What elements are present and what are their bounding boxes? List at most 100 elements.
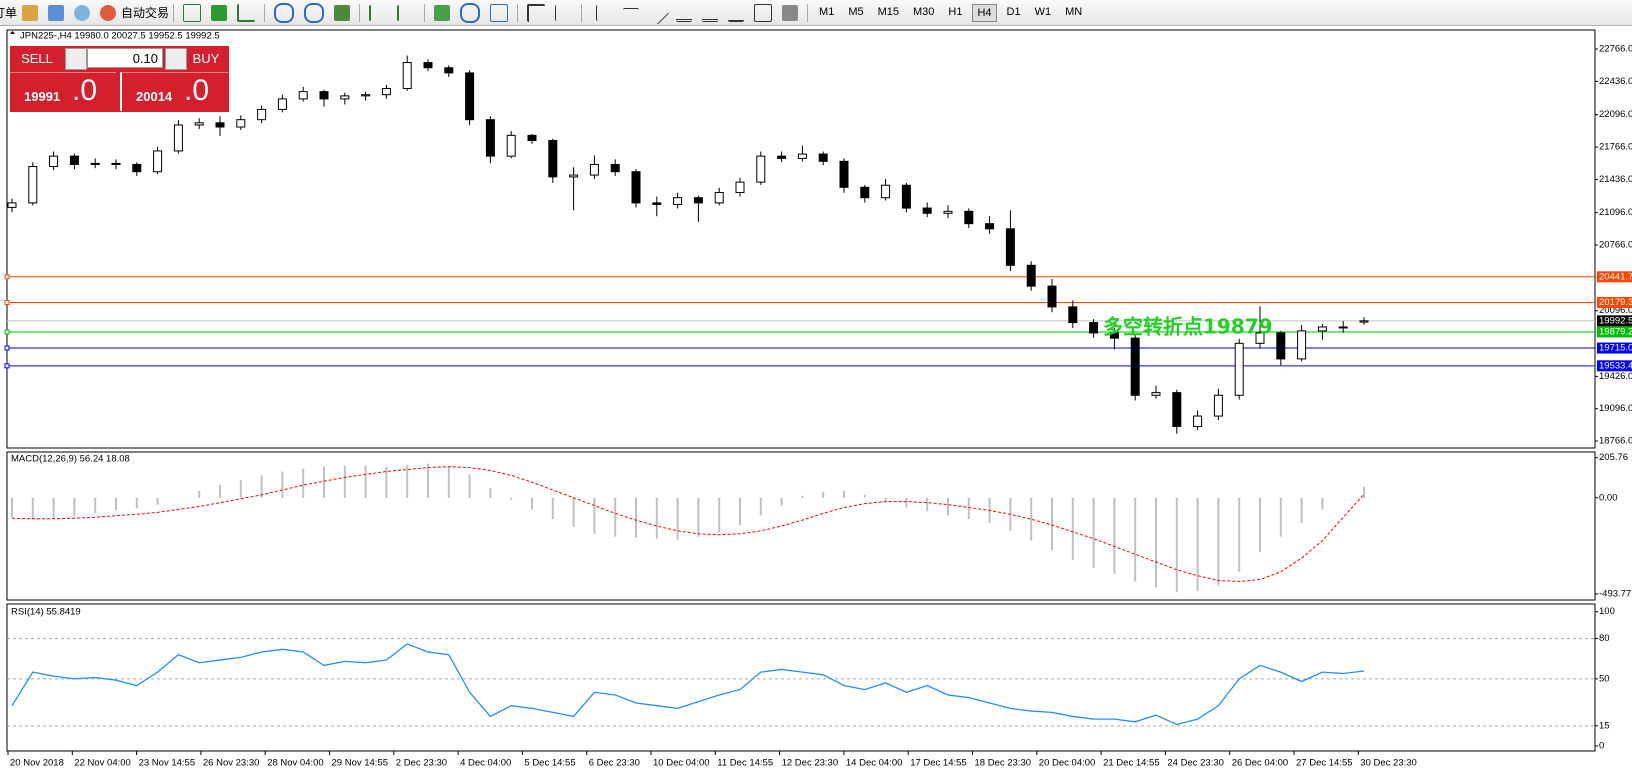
level-label: 19879.2 bbox=[1599, 326, 1632, 337]
x-tick-label: 11 Dec 14:55 bbox=[717, 758, 773, 769]
timeframe-button[interactable]: H1 bbox=[948, 5, 963, 18]
icon[interactable] bbox=[754, 3, 773, 22]
candle-body bbox=[111, 162, 121, 165]
separator bbox=[581, 3, 583, 22]
icon[interactable] bbox=[183, 3, 202, 22]
candle-body bbox=[610, 163, 620, 173]
x-tick-label: 4 Dec 04:00 bbox=[460, 758, 511, 769]
level-label-box bbox=[1597, 297, 1632, 309]
icon[interactable] bbox=[676, 3, 693, 22]
icon[interactable] bbox=[334, 4, 351, 21]
buy-price[interactable]: 20014 .0 bbox=[120, 72, 228, 111]
candle-body bbox=[631, 171, 641, 204]
y-tick-label: 22436.0 bbox=[1599, 76, 1632, 87]
candle-body bbox=[361, 94, 371, 97]
icon[interactable] bbox=[100, 4, 117, 21]
y-tick-label: 20096.0 bbox=[1599, 305, 1632, 316]
candle-body bbox=[922, 207, 932, 214]
sell-price[interactable]: 19991 .0 bbox=[10, 72, 116, 111]
candle-body bbox=[714, 191, 724, 204]
candle-body bbox=[485, 119, 495, 157]
candle-body bbox=[1047, 285, 1057, 308]
timeframe-button[interactable]: M30 bbox=[913, 5, 935, 18]
timeframe-button[interactable]: H4 bbox=[972, 3, 997, 22]
timeframe-bar: M1 M5 M15 M30 H1 H4 D1 W1 MN bbox=[812, 3, 1089, 22]
timeframe-button[interactable]: W1 bbox=[1034, 5, 1052, 18]
candle-body bbox=[901, 184, 911, 209]
icon[interactable] bbox=[48, 4, 65, 21]
candle-body bbox=[402, 62, 412, 90]
icon[interactable] bbox=[645, 0, 670, 25]
y-tick-label: 15 bbox=[1599, 720, 1610, 731]
x-tick-label: 26 Nov 23:30 bbox=[203, 758, 260, 769]
candle-body bbox=[797, 153, 807, 159]
icon[interactable] bbox=[304, 2, 325, 23]
timeframe-button[interactable]: D1 bbox=[1006, 5, 1021, 18]
icon[interactable] bbox=[434, 4, 451, 21]
buy-button[interactable]: BUY bbox=[192, 51, 220, 66]
last-price-label: 19992.5 bbox=[1599, 315, 1632, 326]
candle-body bbox=[1005, 228, 1015, 266]
candle-body bbox=[1213, 394, 1223, 417]
candle-body bbox=[153, 150, 163, 173]
icon[interactable] bbox=[490, 3, 509, 22]
y-tick-label: 100 bbox=[1599, 606, 1615, 617]
candle-body bbox=[28, 166, 38, 204]
chart-title: JPN225-,H4 19980.0 20027.5 19952.5 19992… bbox=[20, 31, 220, 42]
icon[interactable] bbox=[596, 4, 613, 21]
lot-up[interactable] bbox=[165, 48, 187, 70]
icon[interactable] bbox=[460, 2, 481, 23]
icon[interactable] bbox=[782, 4, 799, 21]
macd-title: MACD(12,26,9) 56.24 18.08 bbox=[11, 454, 130, 465]
separator bbox=[359, 3, 361, 22]
level-label: 20441.7 bbox=[1599, 271, 1632, 282]
candle-body bbox=[1068, 306, 1078, 324]
icon[interactable] bbox=[237, 3, 256, 22]
timeframe-button[interactable]: M5 bbox=[848, 5, 864, 18]
candle-body bbox=[1109, 332, 1119, 339]
level-handle bbox=[4, 345, 10, 351]
timeframe-button[interactable]: MN bbox=[1065, 5, 1083, 18]
order-button[interactable]: 订单 bbox=[0, 6, 18, 20]
price-fraction: .0 bbox=[72, 74, 98, 107]
auto-trade-button[interactable]: 自动交易 bbox=[121, 6, 170, 20]
x-tick-label: 10 Dec 04:00 bbox=[653, 758, 710, 769]
candle-body bbox=[236, 119, 246, 128]
timeframe-button[interactable]: M1 bbox=[819, 5, 835, 18]
icon[interactable] bbox=[397, 4, 415, 21]
icon[interactable] bbox=[728, 4, 745, 22]
timeframe-button[interactable]: M15 bbox=[877, 5, 899, 18]
level-label: 19533.4 bbox=[1599, 360, 1632, 371]
candle-body bbox=[673, 197, 683, 205]
candle-body bbox=[943, 210, 953, 214]
level-handle bbox=[4, 329, 10, 335]
level-label-box bbox=[1597, 271, 1632, 283]
candle-body bbox=[985, 223, 995, 230]
icon[interactable] bbox=[623, 8, 640, 25]
level-handle bbox=[4, 274, 10, 280]
candle-body bbox=[1130, 337, 1140, 396]
icon[interactable] bbox=[702, 3, 719, 22]
y-tick-label: 0 bbox=[1599, 740, 1604, 751]
icon[interactable] bbox=[369, 4, 387, 21]
x-tick-label: 6 Dec 23:30 bbox=[589, 758, 640, 769]
separator bbox=[424, 3, 426, 22]
icon[interactable] bbox=[527, 3, 546, 22]
sell-button[interactable]: SELL bbox=[21, 51, 53, 66]
icon[interactable] bbox=[555, 4, 572, 21]
candle-body bbox=[423, 62, 433, 69]
candle-body bbox=[1089, 322, 1099, 334]
icon[interactable] bbox=[74, 4, 91, 21]
price-fraction: .0 bbox=[184, 74, 210, 107]
lot-down[interactable] bbox=[65, 48, 87, 70]
lot-input[interactable]: 0.10 bbox=[87, 48, 163, 68]
collapse-arrow bbox=[10, 31, 15, 34]
icon[interactable] bbox=[211, 4, 228, 21]
level-label: 20179.3 bbox=[1599, 297, 1632, 308]
toolbar: 订单 自动交易 M1 M5 M15 M30 H1 H4 D1 W1 MN bbox=[0, 0, 1632, 26]
x-tick-label: 20 Dec 04:00 bbox=[1039, 758, 1096, 769]
icon[interactable] bbox=[22, 4, 39, 21]
icon[interactable] bbox=[274, 2, 295, 23]
main-panel bbox=[6, 29, 1596, 449]
